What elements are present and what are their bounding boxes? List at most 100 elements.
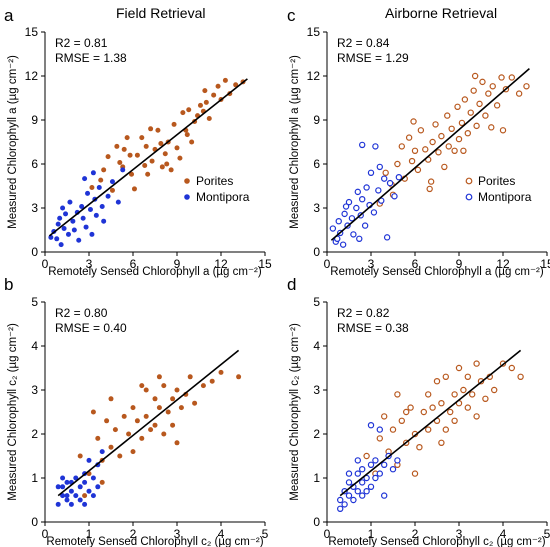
data-point-porites bbox=[435, 149, 442, 156]
data-point-montipora bbox=[367, 422, 375, 429]
data-point-montipora bbox=[64, 497, 70, 503]
panel-label-b: b bbox=[4, 275, 14, 294]
data-point-porites bbox=[174, 387, 180, 393]
data-point-porites bbox=[460, 147, 467, 154]
data-point-montipora bbox=[86, 457, 92, 463]
x-tick-label: 12 bbox=[496, 257, 510, 271]
data-point-porites bbox=[222, 77, 228, 83]
data-point-porites bbox=[218, 369, 224, 375]
data-point-porites bbox=[422, 146, 429, 153]
panel-label-c: c bbox=[287, 6, 296, 25]
data-point-porites bbox=[134, 152, 140, 158]
x-tick-label: 0 bbox=[42, 527, 49, 541]
data-point-porites bbox=[469, 391, 476, 398]
data-point-porites bbox=[411, 470, 419, 477]
data-point-porites bbox=[479, 78, 486, 86]
data-point-porites bbox=[403, 408, 410, 416]
data-point-montipora bbox=[372, 143, 379, 150]
data-point-porites bbox=[473, 360, 480, 367]
data-point-porites bbox=[464, 129, 471, 137]
data-point-montipora bbox=[376, 163, 383, 171]
y-tick-label: 3 bbox=[313, 383, 320, 397]
data-point-porites bbox=[376, 435, 383, 442]
data-point-porites bbox=[156, 374, 162, 380]
data-point-montipora bbox=[80, 215, 86, 221]
data-point-porites bbox=[498, 74, 505, 81]
data-point-porites bbox=[149, 158, 155, 164]
data-point-porites bbox=[417, 127, 425, 134]
data-point-porites bbox=[168, 167, 174, 173]
x-axis-title: Remotely Sensed Chlorophyll c₂ (µg cm⁻²) bbox=[46, 536, 263, 547]
data-point-porites bbox=[381, 413, 388, 420]
data-point-porites bbox=[460, 386, 467, 394]
data-point-montipora bbox=[342, 203, 350, 210]
legend-label: Porites bbox=[478, 174, 515, 188]
data-point-montipora bbox=[60, 205, 66, 211]
data-point-porites bbox=[108, 444, 114, 450]
data-point-porites bbox=[82, 493, 88, 499]
data-point-porites bbox=[187, 374, 193, 380]
x-tick-label: 5 bbox=[544, 527, 550, 541]
data-point-porites bbox=[174, 145, 180, 151]
data-point-montipora bbox=[394, 457, 401, 464]
data-point-porites bbox=[408, 157, 416, 165]
x-tick-label: 2 bbox=[130, 527, 137, 541]
stat-label: RMSE = 1.38 bbox=[55, 51, 127, 65]
data-point-porites bbox=[442, 426, 449, 433]
data-point-montipora bbox=[68, 501, 74, 507]
data-point-montipora bbox=[82, 176, 88, 182]
data-point-porites bbox=[189, 139, 195, 145]
data-point-porites bbox=[473, 122, 480, 130]
data-point-porites bbox=[447, 408, 454, 416]
data-point-porites bbox=[139, 383, 145, 389]
data-point-porites bbox=[109, 187, 115, 193]
data-point-porites bbox=[444, 112, 451, 119]
data-point-montipora bbox=[345, 479, 353, 486]
data-point-porites bbox=[77, 453, 83, 459]
data-point-porites bbox=[178, 405, 184, 411]
data-point-montipora bbox=[367, 461, 375, 468]
data-point-porites bbox=[117, 160, 123, 166]
data-point-porites bbox=[451, 391, 458, 398]
data-point-montipora bbox=[376, 470, 383, 477]
data-point-montipora bbox=[101, 218, 107, 224]
data-point-porites bbox=[236, 374, 242, 380]
data-point-montipora bbox=[65, 231, 71, 237]
data-point-montipora bbox=[83, 224, 89, 230]
stat-label: RMSE = 1.29 bbox=[337, 51, 409, 65]
data-point-porites bbox=[143, 413, 149, 419]
data-point-porites bbox=[488, 124, 495, 131]
data-point-porites bbox=[482, 395, 489, 402]
data-point-montipora bbox=[57, 215, 63, 221]
data-point-porites bbox=[127, 152, 133, 158]
x-tick-label: 1 bbox=[368, 527, 375, 541]
data-point-montipora bbox=[335, 217, 342, 225]
data-point-montipora bbox=[354, 188, 361, 196]
data-point-porites bbox=[145, 171, 151, 177]
data-point-montipora bbox=[389, 466, 397, 473]
data-point-porites bbox=[143, 143, 149, 149]
data-point-montipora bbox=[339, 241, 347, 248]
data-point-montipora bbox=[345, 492, 353, 499]
data-point-porites bbox=[148, 427, 154, 433]
x-tick-label: 2 bbox=[412, 527, 419, 541]
data-point-porites bbox=[517, 373, 524, 380]
stat-label: RMSE = 0.38 bbox=[337, 321, 409, 335]
data-point-montipora bbox=[348, 215, 356, 222]
data-point-porites bbox=[458, 119, 466, 127]
y-tick-label: 1 bbox=[313, 471, 320, 485]
data-point-montipora bbox=[55, 221, 61, 227]
data-point-porites bbox=[200, 383, 206, 389]
x-tick-label: 0 bbox=[324, 527, 331, 541]
data-point-montipora bbox=[345, 198, 353, 206]
data-point-porites bbox=[433, 378, 441, 385]
y-tick-label: 0 bbox=[31, 245, 38, 259]
data-point-montipora bbox=[370, 209, 378, 216]
data-point-porites bbox=[121, 413, 127, 419]
data-point-porites bbox=[203, 99, 209, 105]
data-point-porites bbox=[445, 143, 452, 150]
y-tick-label: 6 bbox=[313, 157, 320, 171]
y-tick-label: 5 bbox=[31, 295, 38, 309]
data-point-porites bbox=[485, 90, 492, 97]
data-point-porites bbox=[451, 147, 458, 154]
